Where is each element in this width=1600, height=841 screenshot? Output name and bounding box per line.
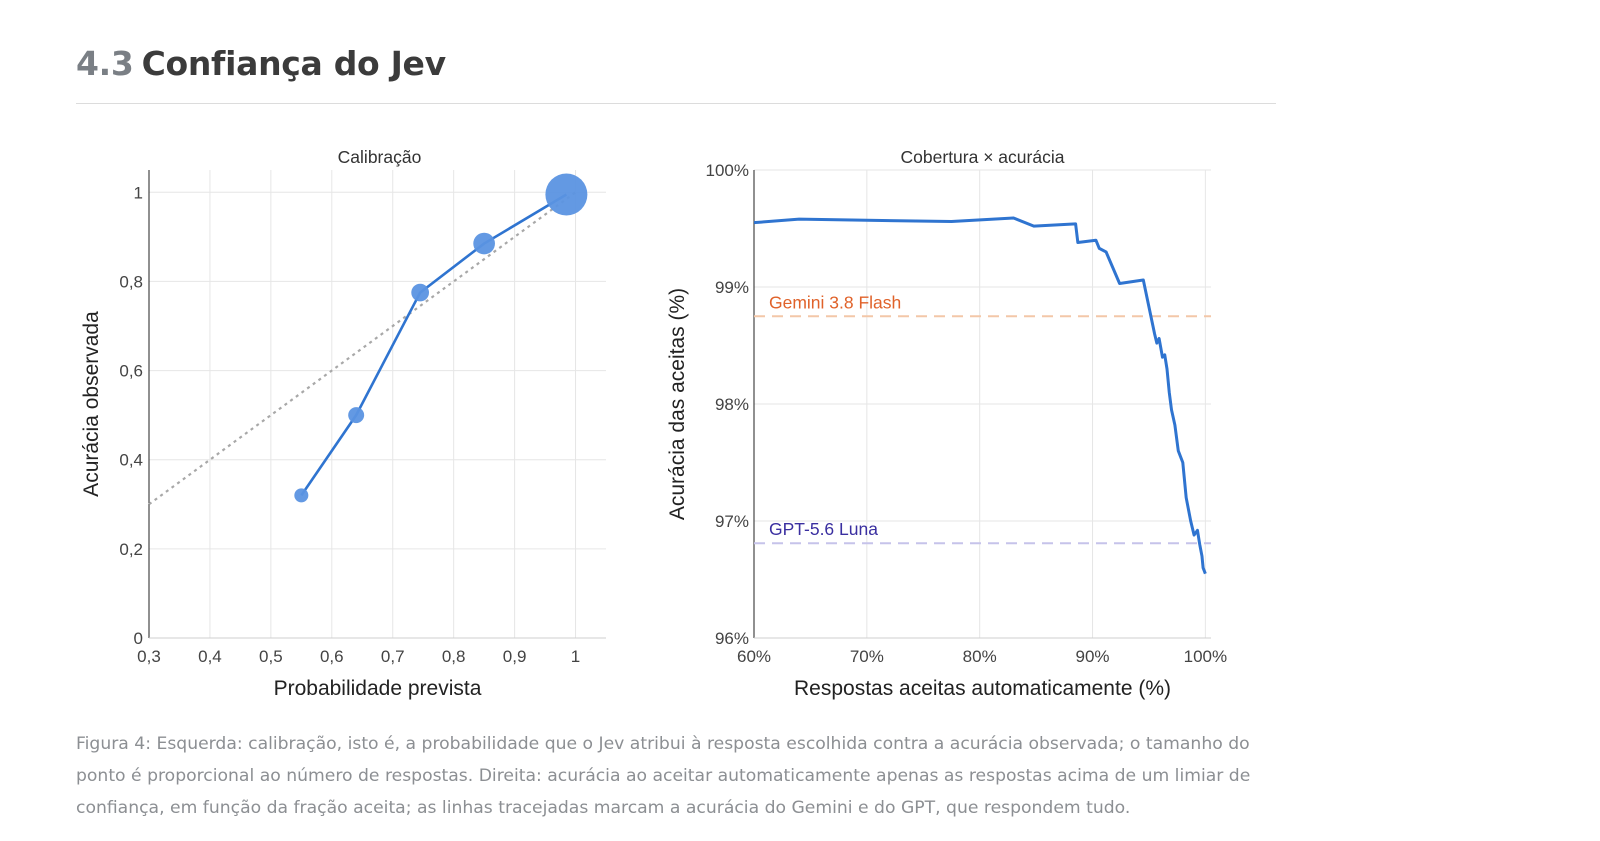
calibration-point xyxy=(411,283,430,302)
section-number: 4.3 xyxy=(76,44,134,83)
y-tick-label: 99% xyxy=(715,278,749,297)
y-tick-label: 0,2 xyxy=(119,540,143,559)
y-tick-label: 98% xyxy=(715,395,749,414)
reference-line-label: GPT-5.6 Luna xyxy=(769,519,878,539)
x-tick-label: 0,3 xyxy=(137,647,161,666)
diagonal-reference-line xyxy=(148,191,577,506)
x-axis-label: Respostas aceitas automaticamente (%) xyxy=(794,677,1171,700)
x-tick-label: 0,7 xyxy=(381,647,405,666)
section-heading: 4.3 Confiança do Jev xyxy=(76,44,446,83)
x-tick-label: 70% xyxy=(850,647,884,666)
x-tick-label: 60% xyxy=(737,647,771,666)
calibration-point xyxy=(294,488,309,503)
y-tick-label: 97% xyxy=(715,512,749,531)
calibration-point xyxy=(348,407,365,424)
x-tick-label: 0,6 xyxy=(320,647,344,666)
x-tick-label: 0,5 xyxy=(259,647,283,666)
y-tick-label: 0,6 xyxy=(119,362,143,381)
calibration-point xyxy=(545,173,588,216)
y-tick-label: 96% xyxy=(715,629,749,648)
section-title: Confiança do Jev xyxy=(141,44,447,83)
calibration-line xyxy=(300,193,568,497)
y-tick-label: 0 xyxy=(134,629,143,648)
calibration-chart: 0,3 0,4 0,5 0,6 0,7 0,8 0,9 1 0 0,2 0,4 0,6 0,8 1 Cali… xyxy=(80,147,606,700)
y-axis-label: Acurácia observada xyxy=(80,311,103,497)
coverage-accuracy-chart: 60% 70% 80% 90% 100% 96% 97% 98% 99% 100% Cobertur… xyxy=(666,147,1227,700)
x-tick-label: 80% xyxy=(963,647,997,666)
chart-title: Calibração xyxy=(338,147,422,167)
x-tick-label: 90% xyxy=(1076,647,1110,666)
x-tick-label: 0,9 xyxy=(503,647,527,666)
y-axis-label: Acurácia das aceitas (%) xyxy=(666,288,689,520)
calibration-point xyxy=(473,232,495,255)
y-tick-label: 0,4 xyxy=(119,451,143,470)
chart-title: Cobertura × acurácia xyxy=(901,147,1065,167)
x-tick-label: 0,8 xyxy=(442,647,466,666)
y-tick-label: 100% xyxy=(706,161,749,180)
y-tick-label: 0,8 xyxy=(119,272,143,291)
y-tick-label: 1 xyxy=(134,183,143,202)
x-tick-label: 1 xyxy=(571,647,580,666)
figure-charts: 0,3 0,4 0,5 0,6 0,7 0,8 0,9 1 0 0,2 0,4 0,6 0,8 1 Cali… xyxy=(80,147,1227,700)
heading-divider xyxy=(76,103,1276,104)
x-tick-label: 100% xyxy=(1184,647,1227,666)
x-axis-label: Probabilidade prevista xyxy=(274,677,482,700)
reference-line-label: Gemini 3.8 Flash xyxy=(769,292,901,312)
coverage-accuracy-line xyxy=(753,216,1207,575)
figure-caption: Figura 4: Esquerda: calibração, isto é, … xyxy=(76,734,1251,818)
x-tick-label: 0,4 xyxy=(198,647,222,666)
